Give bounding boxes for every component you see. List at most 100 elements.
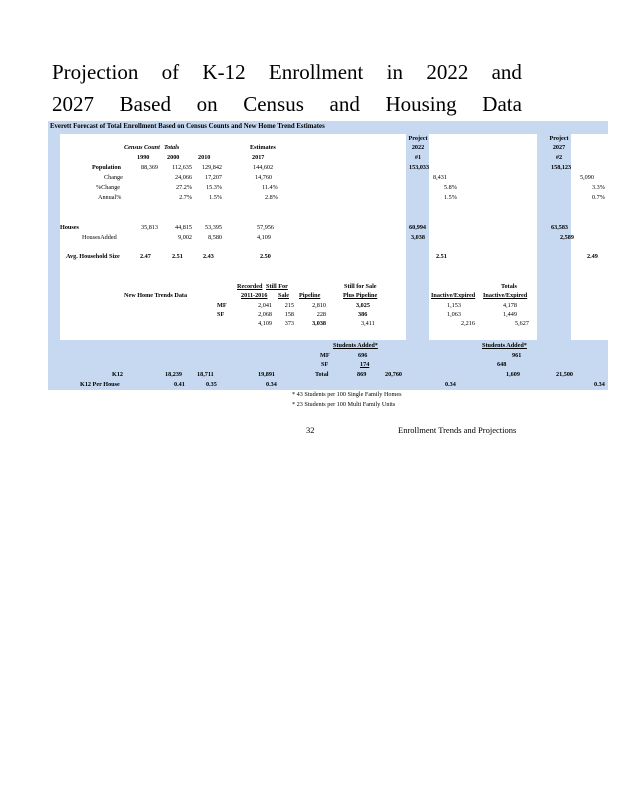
plus-pipeline-header: Plus Pipeline xyxy=(343,292,378,299)
change-2000: 24,066 xyxy=(174,174,192,181)
houses-added-2000: 9,002 xyxy=(178,234,192,241)
k12-per-house-label: K12 Per House xyxy=(80,381,120,388)
students-total-2027: 1,609 xyxy=(506,371,520,378)
totals-label: Totals xyxy=(164,144,180,151)
k12-2022: 20,760 xyxy=(385,371,403,378)
still-for-sale-header: Still for Sale xyxy=(344,283,377,290)
trend-inactive-total: 2,216 xyxy=(461,320,475,327)
trend-row-type: MF xyxy=(217,302,227,309)
k12-per-house-2027: 0.34 xyxy=(594,381,605,388)
houses-1990: 35,813 xyxy=(140,224,158,231)
population-label: Population xyxy=(92,164,121,171)
trend-sale-total: 373 xyxy=(284,320,294,327)
household-size-2027: 2.49 xyxy=(587,253,598,260)
new-home-trends-label: New Home Trends Data xyxy=(124,292,188,299)
recorded-header: Recorded xyxy=(237,283,263,290)
population-2027: 158,123 xyxy=(551,164,572,171)
project1-year: 2022 xyxy=(411,144,425,151)
table-project2-panel xyxy=(571,134,608,340)
project2-year: 2027 xyxy=(552,144,566,151)
household-size-2010: 2.43 xyxy=(203,253,214,260)
pipeline-header: Pipeline xyxy=(299,292,321,299)
table-project1-panel xyxy=(429,134,537,340)
houses-2022: 60,994 xyxy=(409,224,427,231)
table-left-panel xyxy=(60,134,406,340)
students-added-header-2027: Students Added* xyxy=(482,342,527,349)
year-2010: 2010 xyxy=(198,154,211,161)
annual-pct-2017: 2.8% xyxy=(265,194,278,201)
project1-header: Project xyxy=(408,135,428,142)
count-label: Count xyxy=(144,144,160,151)
change-2027: 5,090 xyxy=(580,174,594,181)
project2-number: #2 xyxy=(555,154,563,161)
k12-per-house-2022: 0.34 xyxy=(445,381,456,388)
heading-word: of xyxy=(161,60,180,84)
houses-2027: 63,583 xyxy=(551,224,569,231)
change-2022: 8,431 xyxy=(433,174,447,181)
students-added-header-2022: Students Added* xyxy=(333,342,378,349)
houses-2010: 53,395 xyxy=(204,224,222,231)
k12-per-house-2017: 0.34 xyxy=(266,381,277,388)
houses-added-2017: 4,109 xyxy=(257,234,271,241)
annual-pct-2022: 1.5% xyxy=(444,194,457,201)
k12-per-house-1990: 0.41 xyxy=(174,381,185,388)
heading-word: 2022 xyxy=(426,60,469,84)
population-2022: 153,033 xyxy=(409,164,430,171)
pct-change-2022: 5.8% xyxy=(444,184,457,191)
heading-word: Housing xyxy=(385,92,457,116)
estimates-label: Estimates xyxy=(250,144,276,151)
houses-added-2027: 2,589 xyxy=(560,234,574,241)
houses-2017: 57,956 xyxy=(257,224,275,231)
heading-word: and xyxy=(329,92,360,116)
pct-change-label: %Change xyxy=(96,184,121,191)
houses-added-2010: 8,580 xyxy=(208,234,222,241)
students-sf-2022: 174 xyxy=(360,361,370,368)
trend-totals: 1,449 xyxy=(503,311,517,318)
heading-line-1: Projection of K-12 Enrollment in 2022 an… xyxy=(52,60,522,85)
change-2017: 14,760 xyxy=(255,174,273,181)
trend-recorded-total: 4,109 xyxy=(258,320,272,327)
annual-pct-2027: 0.7% xyxy=(592,194,605,201)
heading-word: 2027 xyxy=(52,92,94,116)
houses-added-2022: 3,038 xyxy=(411,234,425,241)
footnote-1: * 43 Students per 100 Single Family Home… xyxy=(292,391,402,398)
sale-header: Sale xyxy=(278,292,290,299)
heading-word: K-12 xyxy=(202,60,246,84)
totals-header: Totals xyxy=(501,283,517,290)
pct-change-2010: 15.3% xyxy=(206,184,222,191)
section-title: Enrollment Trends and Projections xyxy=(398,425,517,435)
heading-word: and xyxy=(491,60,522,84)
trend-totals-total: 5,627 xyxy=(515,320,529,327)
still-for-header: Still For xyxy=(266,283,288,290)
trend-pipeline-total: 3,038 xyxy=(312,320,326,327)
trend-plus: 386 xyxy=(358,311,368,318)
population-2000: 112,635 xyxy=(172,164,192,171)
annual-pct-2010: 1.5% xyxy=(209,194,222,201)
trend-sale: 158 xyxy=(284,311,294,318)
trend-plus-total: 3,411 xyxy=(361,320,375,327)
footnote-2: * 23 Students per 100 Multi Family Units xyxy=(292,401,396,408)
trend-recorded: 2,068 xyxy=(258,311,272,318)
trend-inactive: 1,153 xyxy=(447,302,461,309)
change-label: Change xyxy=(104,174,123,181)
household-size-2017: 2.50 xyxy=(260,253,271,260)
trend-recorded: 2,041 xyxy=(258,302,272,309)
trend-plus: 3,025 xyxy=(356,302,370,309)
inactive-expired-header: Inactive/Expired xyxy=(431,292,476,299)
students-sf-label: SF xyxy=(321,361,329,368)
pct-change-2027: 3.3% xyxy=(592,184,605,191)
houses-added-label: HousesAdded xyxy=(82,234,117,241)
heading-word: Data xyxy=(482,92,522,116)
population-1990: 88,369 xyxy=(140,164,158,171)
table-title: Everett Forecast of Total Enrollment Bas… xyxy=(50,123,325,130)
students-mf-label: MF xyxy=(320,352,330,359)
students-sf-2027: 648 xyxy=(497,361,507,368)
trend-totals: 4,178 xyxy=(503,302,517,309)
years-header: 2011-2016 xyxy=(241,292,268,299)
students-mf-2022: 696 xyxy=(358,352,368,359)
students-total-label: Total xyxy=(315,371,329,378)
year-1990: 1990 xyxy=(137,154,150,161)
annual-pct-2000: 2.7% xyxy=(179,194,192,201)
heading-word: Census xyxy=(243,92,304,116)
houses-2000: 44,815 xyxy=(174,224,192,231)
